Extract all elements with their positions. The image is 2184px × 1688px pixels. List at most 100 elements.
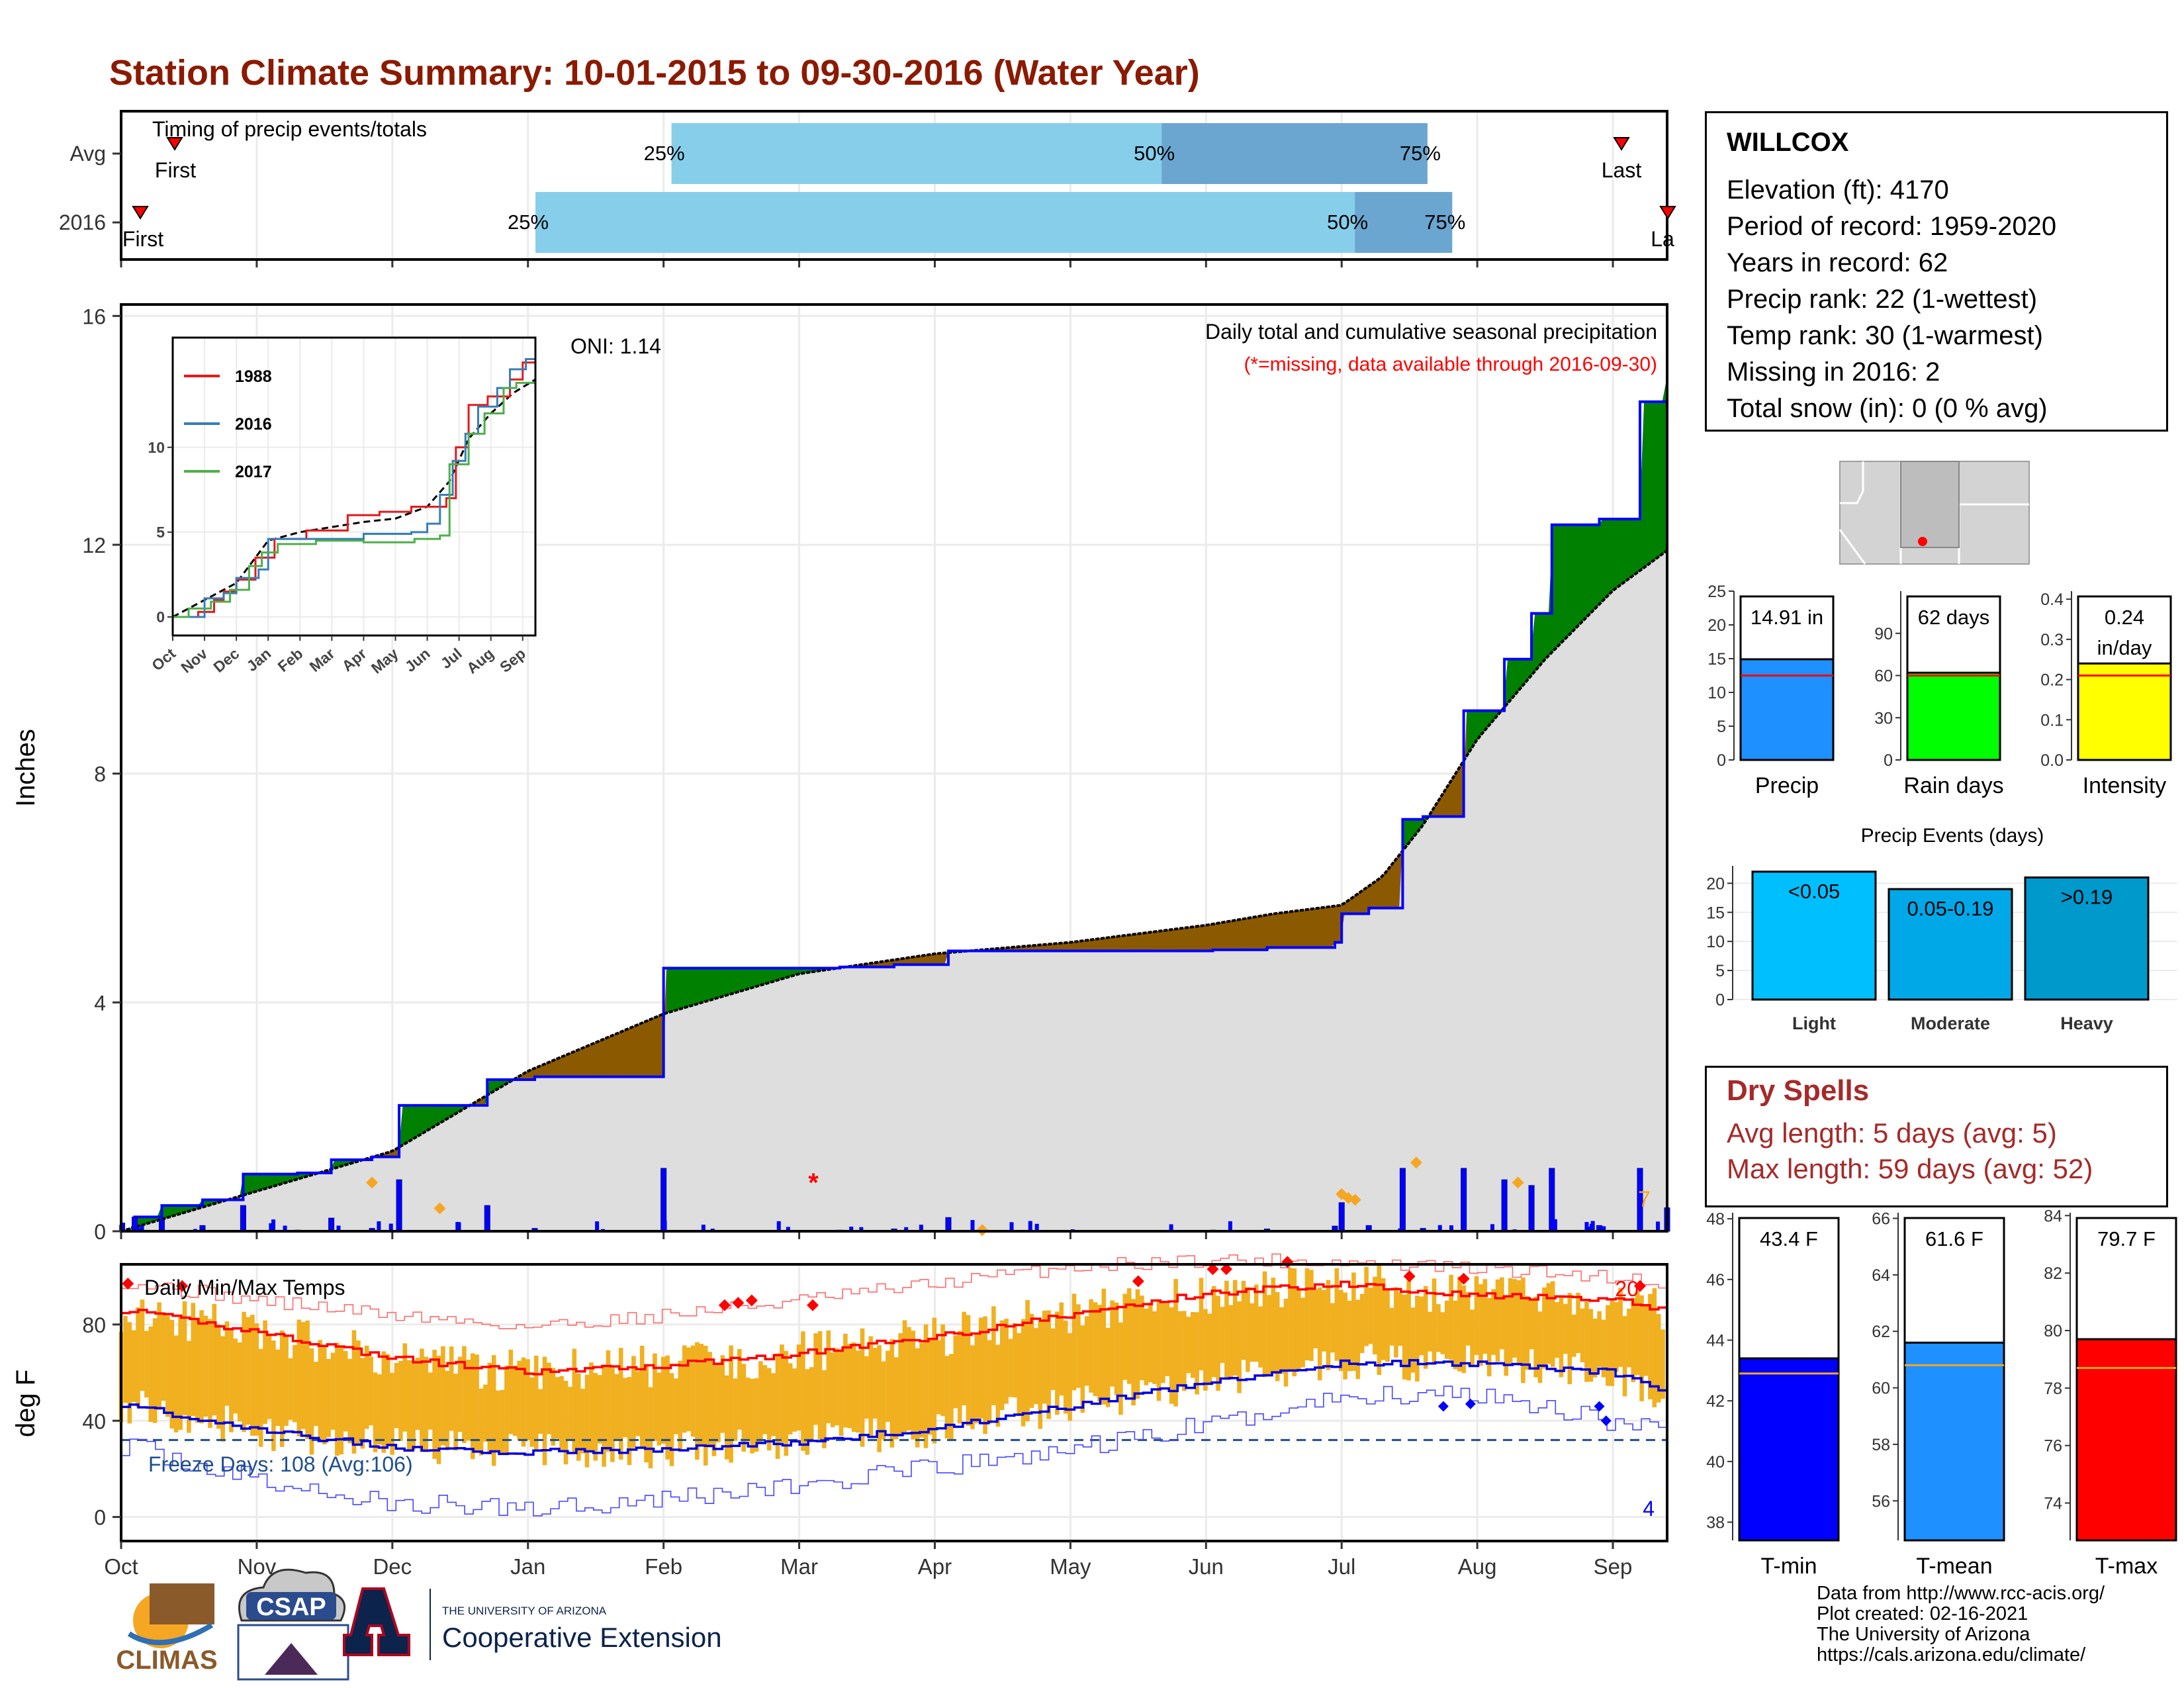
record-high-marker: [1132, 1275, 1144, 1288]
daily-temp-range-bar: [745, 1378, 751, 1442]
record-high-marker: [1634, 1280, 1647, 1292]
summary-ytick-label: 60: [1872, 1380, 1890, 1398]
daily-temp-range-bar: [1169, 1307, 1174, 1404]
daily-temp-range-bar: [224, 1321, 230, 1406]
station-name: WILLCOX: [1727, 128, 1849, 157]
above-average-segment: [689, 967, 695, 1007]
daily-temp-range-bar: [1347, 1300, 1352, 1372]
daily-temp-range-bar: [275, 1349, 281, 1427]
below-average-segment: [1144, 932, 1150, 952]
daily-temp-range-bar: [1639, 1295, 1644, 1401]
below-average-segment: [598, 1039, 604, 1078]
daily-temp-range-bar: [766, 1368, 772, 1451]
daily-temp-range-bar: [521, 1357, 526, 1447]
locator-map: [1839, 461, 2030, 565]
summary-bar-value: [1738, 1357, 1840, 1542]
daily-temp-range-bar: [809, 1367, 814, 1440]
daily-precip-bar: [388, 1223, 393, 1231]
above-average-segment: [1539, 613, 1545, 667]
daily-temp-range-bar: [1571, 1314, 1576, 1357]
record-high-marker: [732, 1297, 745, 1309]
daily-temp-range-bar: [822, 1370, 827, 1448]
below-average-segment: [1307, 908, 1313, 948]
daily-temp-range-bar: [602, 1364, 606, 1467]
credit-line-created: Plot created: 02-16-2021: [1817, 1603, 2028, 1624]
events-bar: [2024, 876, 2150, 1001]
average-min-line: [121, 1359, 1668, 1456]
daily-temp-range-bar: [1465, 1291, 1471, 1346]
daily-temp-range-bar: [593, 1373, 598, 1461]
below-average-segment: [1121, 935, 1126, 952]
daily-precip-bar: [1501, 1179, 1508, 1232]
daily-temp-range-bar: [343, 1350, 348, 1432]
credit-line-data: Data from http://www.rcc-acis.org/: [1817, 1583, 2105, 1604]
summary-ytick-label: 90: [1874, 625, 1893, 643]
daily-temp-range-bar: [1114, 1302, 1119, 1395]
events-ytick-label: 5: [1715, 962, 1725, 980]
below-average-segment: [566, 1052, 572, 1078]
daily-temp-range-bar: [1631, 1297, 1636, 1382]
inset-year-line: [173, 379, 537, 618]
daily-precip-bar: [158, 1219, 165, 1232]
summary-ytick-label: 0.3: [2040, 631, 2064, 649]
last-event-marker: [1659, 206, 1676, 220]
daily-temp-range-bar: [453, 1374, 458, 1451]
daily-temp-range-bar: [398, 1360, 403, 1441]
precip-ytick-label: 0: [94, 1220, 106, 1244]
below-average-segment: [1239, 918, 1245, 951]
below-average-segment: [1253, 915, 1259, 951]
record-high-marker: [745, 1294, 758, 1307]
dry-spells-title: Dry Spells: [1727, 1074, 1870, 1107]
daily-temp-range-bar: [424, 1356, 429, 1452]
daily-temp-range-bar: [178, 1316, 183, 1430]
daily-precip-bar: [1338, 1202, 1345, 1232]
daily-temp-range-bar: [1304, 1268, 1310, 1361]
daily-temp-range-bar: [589, 1362, 594, 1451]
below-average-segment: [1298, 910, 1304, 948]
daily-temp-range-bar: [322, 1346, 327, 1444]
daily-temp-range-bar: [381, 1351, 387, 1453]
timing-panel: Timing of precip events/totals 25% 50% 75%…: [59, 110, 1676, 267]
daily-temp-range-bar: [1394, 1287, 1398, 1358]
daily-temp-range-bar: [293, 1344, 297, 1423]
record-high-marker: [1220, 1263, 1233, 1276]
record-high-marker: [122, 1278, 134, 1290]
daily-temp-range-bar: [1516, 1280, 1522, 1366]
daily-temp-range-bar: [1563, 1303, 1568, 1354]
daily-temp-range-bar: [233, 1338, 238, 1414]
summary-ytick-label: 0: [1884, 751, 1893, 770]
daily-precip-bar: [396, 1179, 402, 1232]
daily-precip-bar: [970, 1220, 975, 1231]
daily-temp-range-bar: [533, 1355, 539, 1450]
daily-temp-range-bar: [584, 1374, 590, 1468]
summary-ytick-label: 84: [2044, 1207, 2062, 1225]
daily-temp-range-bar: [1296, 1290, 1301, 1371]
above-average-segment: [1616, 518, 1622, 588]
daily-temp-range-bar: [512, 1365, 518, 1436]
daily-temp-range-bar: [182, 1301, 187, 1415]
daily-temp-range-bar: [305, 1320, 310, 1439]
summary-bar-value: [1739, 658, 1835, 761]
above-average-segment: [244, 1174, 249, 1196]
above-average-segment: [666, 967, 672, 1013]
daily-temp-range-bar: [817, 1331, 823, 1440]
daily-temp-range-bar: [923, 1324, 929, 1448]
daily-temp-range-bar: [1253, 1284, 1259, 1362]
events-ytick-label: 20: [1706, 874, 1725, 893]
summary-bar-value-label: 62 days: [1918, 606, 1990, 629]
timing-p25-label: 25%: [644, 142, 685, 165]
above-average-segment: [735, 967, 740, 994]
daily-temp-range-bar: [250, 1315, 255, 1436]
above-average-segment: [1657, 401, 1663, 558]
daily-temp-range-bar: [864, 1356, 869, 1419]
daily-temp-range-bar: [1211, 1286, 1216, 1378]
daily-temp-range-bar: [1177, 1311, 1183, 1385]
daily-temp-range-bar: [1567, 1293, 1572, 1385]
daily-precip-bar: [269, 1223, 273, 1231]
daily-temp-range-bar: [1449, 1274, 1453, 1360]
daily-temp-range-bar: [1068, 1333, 1072, 1421]
precip-count-label: 7: [1638, 1187, 1651, 1212]
daily-temp-range-bar: [762, 1365, 768, 1434]
summary-bar-value: [2077, 662, 2172, 761]
